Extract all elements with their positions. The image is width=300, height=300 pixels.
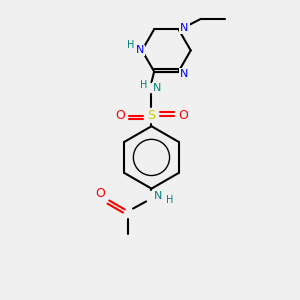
Text: O: O	[95, 188, 105, 200]
Text: H: H	[140, 80, 148, 90]
Text: H: H	[127, 40, 134, 50]
Text: N: N	[180, 23, 189, 33]
Text: N: N	[153, 82, 161, 93]
Text: N: N	[180, 69, 188, 79]
Text: O: O	[178, 109, 188, 122]
Text: H: H	[166, 195, 173, 205]
Text: S: S	[148, 109, 155, 122]
Text: N: N	[135, 45, 144, 56]
Text: N: N	[154, 191, 162, 201]
Text: O: O	[115, 109, 125, 122]
